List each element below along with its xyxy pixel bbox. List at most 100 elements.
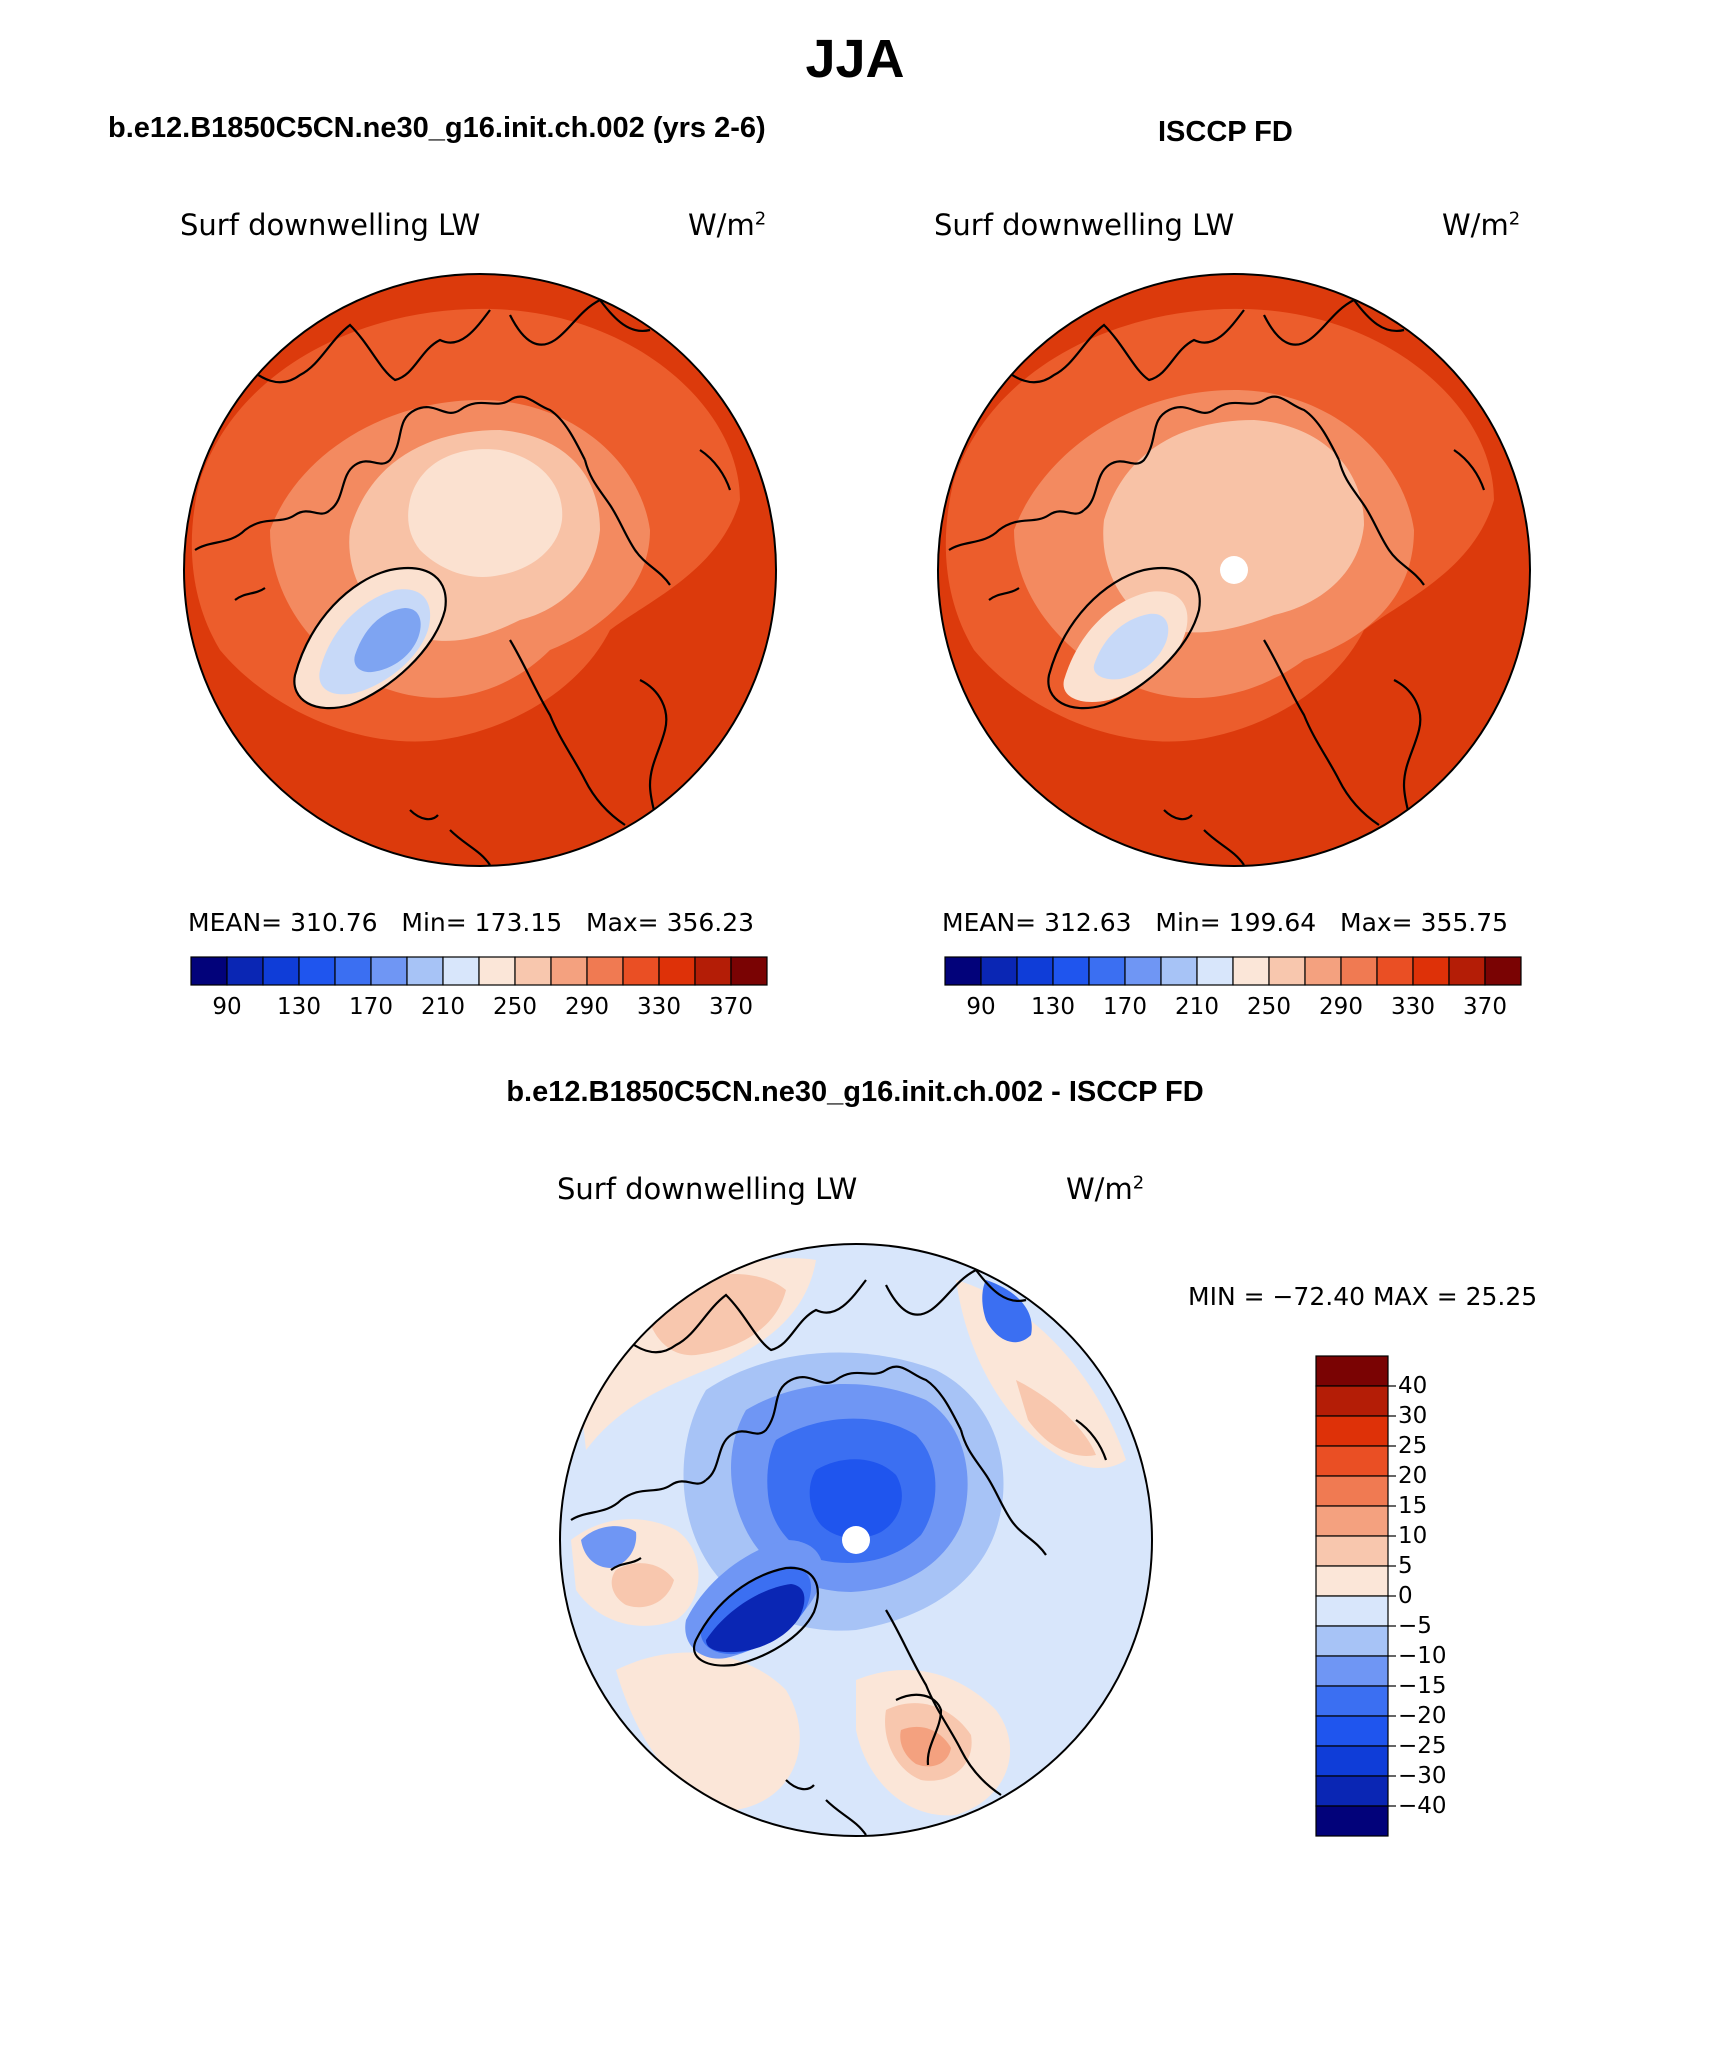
colorbar-swatch <box>478 956 516 986</box>
colorbar-tick-label: 30 <box>1398 1403 1428 1429</box>
colorbar-swatch <box>1315 1715 1389 1747</box>
colorbar-tick-label: −40 <box>1398 1793 1447 1819</box>
colorbar-tick-label: 370 <box>1463 994 1507 1020</box>
colorbar-swatch <box>586 956 624 986</box>
colorbar-swatch <box>1315 1385 1389 1417</box>
diff-coastlines <box>570 1268 1108 1836</box>
colorbar-swatch <box>1484 956 1522 986</box>
colorbar-swatch <box>622 956 660 986</box>
diff-variable-label: Surf downwelling LW <box>557 1172 858 1206</box>
colorbar-swatch <box>1268 956 1306 986</box>
colorbar-swatch <box>1160 956 1198 986</box>
colorbar-swatch <box>406 956 444 986</box>
colorbar-tick-label: 10 <box>1398 1523 1428 1549</box>
colorbar-swatch <box>190 956 228 986</box>
colorbar-swatch <box>1315 1625 1389 1657</box>
colorbar-swatch <box>694 956 732 986</box>
colorbar-tick-label: 290 <box>1319 994 1363 1020</box>
colorbar-swatch <box>944 956 982 986</box>
colorbar-tick-label: 25 <box>1398 1433 1428 1459</box>
colorbar-tick-label: 40 <box>1398 1373 1428 1399</box>
colorbar-swatch <box>1315 1475 1389 1507</box>
obs-colorbar <box>944 956 1522 986</box>
colorbar-swatch <box>1315 1685 1389 1717</box>
colorbar-tick-label: 290 <box>565 994 609 1020</box>
obs-units-label: W/m2 <box>1442 208 1521 242</box>
colorbar-swatch <box>1052 956 1090 986</box>
diff-minmax: MIN = −72.40 MAX = 25.25 <box>1188 1282 1538 1311</box>
colorbar-swatch <box>1315 1775 1389 1807</box>
obs-panel-title: ISCCP FD <box>1158 116 1293 148</box>
colorbar-swatch <box>1315 1415 1389 1447</box>
diff-colorbar <box>1315 1355 1396 1837</box>
colorbar-swatch <box>730 956 768 986</box>
colorbar-swatch <box>1412 956 1450 986</box>
colorbar-swatch <box>334 956 372 986</box>
colorbar-tick-label: 170 <box>1103 994 1147 1020</box>
colorbar-swatch <box>658 956 696 986</box>
colorbar-tick-label: 370 <box>709 994 753 1020</box>
obs-variable-label: Surf downwelling LW <box>934 208 1235 242</box>
diff-units-label: W/m2 <box>1066 1172 1145 1206</box>
colorbar-swatch <box>298 956 336 986</box>
colorbar-tick-label: 250 <box>493 994 537 1020</box>
colorbar-tick-label: −25 <box>1398 1733 1447 1759</box>
diff-map <box>559 1243 1153 1837</box>
model-variable-label: Surf downwelling LW <box>180 208 481 242</box>
colorbar-swatch <box>550 956 588 986</box>
diff-panel-title: b.e12.B1850C5CN.ne30_g16.init.ch.002 - I… <box>506 1076 1204 1108</box>
colorbar-tick-label: −5 <box>1398 1613 1432 1639</box>
colorbar-swatch <box>442 956 480 986</box>
colorbar-tick-label: 330 <box>637 994 681 1020</box>
colorbar-tick-label: 5 <box>1398 1553 1413 1579</box>
obs-coastlines <box>948 298 1486 866</box>
colorbar-swatch <box>1124 956 1162 986</box>
colorbar-swatch <box>262 956 300 986</box>
colorbar-swatch <box>1196 956 1234 986</box>
colorbar-tick-label: −30 <box>1398 1763 1447 1789</box>
colorbar-swatch <box>226 956 264 986</box>
colorbar-swatch <box>1232 956 1270 986</box>
colorbar-tick-label: 330 <box>1391 994 1435 1020</box>
diff-colorbar-labels: 40 30 25 20 15 10 5 0 −5 −10 −15 −20 −25 −30 −40 <box>1398 1356 1478 1836</box>
model-colorbar <box>190 956 768 986</box>
colorbar-tick-label: 210 <box>1175 994 1219 1020</box>
colorbar-swatch <box>980 956 1018 986</box>
colorbar-swatch <box>1340 956 1378 986</box>
model-map-field <box>184 274 776 866</box>
main-title: JJA <box>805 29 905 89</box>
obs-stats: MEAN= 312.63 Min= 199.64 Max= 355.75 <box>942 908 1509 937</box>
colorbar-tick-label: −15 <box>1398 1673 1447 1699</box>
colorbar-swatch <box>1315 1595 1389 1627</box>
model-panel-title: b.e12.B1850C5CN.ne30_g16.init.ch.002 (yr… <box>108 112 766 144</box>
colorbar-tick-label: 90 <box>966 994 996 1020</box>
colorbar-tick-label: 0 <box>1398 1583 1413 1609</box>
colorbar-tick-label: 250 <box>1247 994 1291 1020</box>
obs-map-field <box>938 274 1530 866</box>
colorbar-swatch <box>1315 1445 1389 1477</box>
colorbar-tick-label: 210 <box>421 994 465 1020</box>
colorbar-swatch <box>1448 956 1486 986</box>
colorbar-tick-label: 20 <box>1398 1463 1428 1489</box>
colorbar-swatch <box>514 956 552 986</box>
colorbar-tick-label: 170 <box>349 994 393 1020</box>
colorbar-tick-label: 130 <box>1031 994 1075 1020</box>
obs-colorbar-labels: 90 130 170 210 250 290 330 370 <box>945 994 1521 1024</box>
colorbar-tick-label: −10 <box>1398 1643 1447 1669</box>
colorbar-swatch <box>1315 1655 1389 1687</box>
colorbar-swatch <box>1304 956 1342 986</box>
colorbar-swatch <box>1315 1805 1389 1837</box>
colorbar-tick-label: 15 <box>1398 1493 1428 1519</box>
colorbar-tick-label: 130 <box>277 994 321 1020</box>
colorbar-swatch <box>1315 1505 1389 1537</box>
colorbar-swatch <box>370 956 408 986</box>
obs-map <box>937 273 1531 867</box>
colorbar-swatch <box>1088 956 1126 986</box>
model-stats: MEAN= 310.76 Min= 173.15 Max= 356.23 <box>188 908 755 937</box>
colorbar-swatch <box>1376 956 1414 986</box>
model-map <box>183 273 777 867</box>
colorbar-swatch <box>1016 956 1054 986</box>
colorbar-tick-label: −20 <box>1398 1703 1447 1729</box>
colorbar-swatch <box>1315 1745 1389 1777</box>
model-colorbar-labels: 90 130 170 210 250 290 330 370 <box>191 994 767 1024</box>
